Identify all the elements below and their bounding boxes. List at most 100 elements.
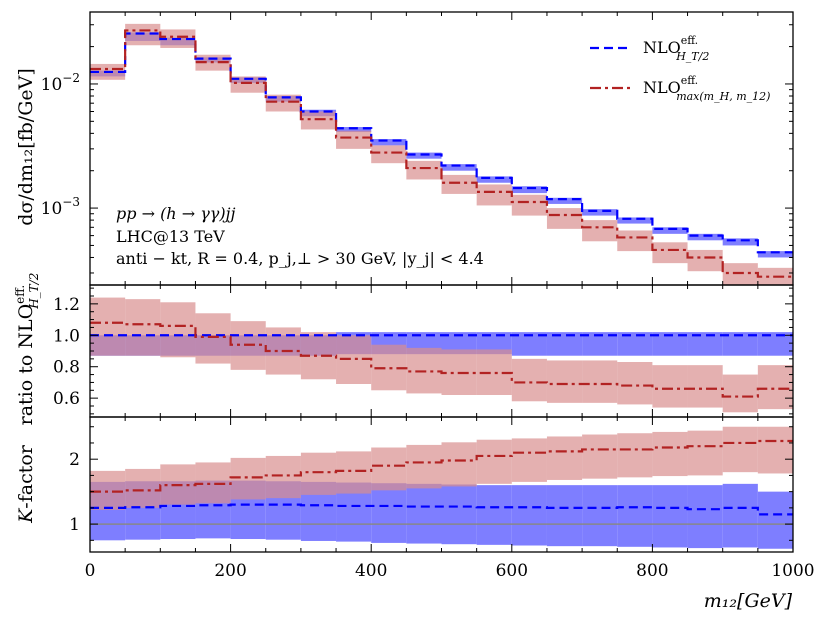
band-distribution-s0-bin17 — [687, 233, 723, 241]
band-kfactor-s1-bin11 — [476, 439, 512, 484]
ytick-label-kfactor-1: 2 — [69, 450, 80, 470]
band-kfactor-s1-bin8 — [371, 447, 407, 491]
band-kfactor-s1-bin13 — [546, 436, 583, 480]
band-distribution-s1-bin7 — [336, 130, 372, 149]
band-ratio-s1-bin17 — [687, 365, 723, 408]
ytick-label-ratio-1: 0.8 — [53, 358, 80, 378]
band-kfactor-s0-bin14 — [582, 485, 618, 547]
band-distribution-s1-bin18 — [722, 263, 758, 285]
band-distribution-s1-bin14 — [582, 220, 618, 242]
band-ratio-s1-bin14 — [582, 360, 618, 403]
ytick-label-ratio-2: 1.0 — [53, 326, 80, 346]
band-distribution-s1-bin16 — [652, 242, 688, 264]
xtick-label-1: 200 — [214, 561, 246, 581]
band-kfactor-s1-bin6 — [300, 452, 337, 495]
band-ratio-s1-bin16 — [652, 365, 688, 408]
band-distribution-s1-bin12 — [511, 194, 547, 216]
band-kfactor-s0-bin12 — [511, 485, 547, 546]
ylabel-kfactor-k: K — [15, 507, 37, 524]
legend-label-htover2-sub: H_T/2 — [675, 50, 709, 63]
band-distribution-s1-bin17 — [687, 249, 723, 272]
ytick-label-distribution-0: 10−2 — [41, 71, 80, 95]
band-distribution-s0-bin13 — [546, 197, 583, 204]
ylabel-ratio: ratio to NLOeff.H_T/2 — [13, 273, 41, 426]
band-ratio-s1-bin13 — [546, 360, 583, 403]
band-distribution-s0-bin19 — [757, 251, 793, 258]
ylabel-ratio-sub: H_T/2 — [27, 273, 41, 310]
ytick-label-distribution-0-base: 10 — [41, 75, 63, 95]
band-kfactor-s1-bin9 — [406, 444, 442, 489]
band-ratio-s1-bin19 — [757, 365, 793, 410]
band-ratio-s0-bin12 — [511, 332, 547, 356]
band-ratio-s1-bin15 — [617, 362, 653, 405]
band-distribution-s0-bin15 — [617, 217, 653, 224]
band-ratio-s0-bin19 — [757, 332, 793, 356]
band-ratio-s0-bin16 — [652, 332, 688, 356]
band-distribution-s0-bin11 — [476, 176, 512, 183]
xtick-label-0: 0 — [85, 561, 96, 581]
band-kfactor-s1-bin0 — [90, 470, 126, 510]
xtick-label-3: 600 — [496, 561, 528, 581]
band-distribution-s1-bin19 — [757, 267, 793, 285]
xtick-label-2: 400 — [355, 561, 387, 581]
legend: NLOeff. H_T/2 NLOeff. max(m_H, m_12) — [590, 34, 770, 103]
band-distribution-s1-bin15 — [617, 230, 653, 252]
band-ratio-s0-bin15 — [617, 332, 653, 356]
band-distribution-s1-bin11 — [476, 184, 512, 206]
legend-label-htover2-sup: eff. — [681, 34, 698, 47]
band-kfactor-s1-bin15 — [617, 433, 653, 478]
band-distribution-s1-bin8 — [371, 145, 407, 164]
band-distribution-s0-bin18 — [722, 238, 758, 246]
ytick-label-distribution-1-base: 10 — [41, 199, 63, 219]
line-ratio-s1 — [90, 321, 793, 398]
band-kfactor-s1-bin16 — [652, 431, 688, 477]
band-kfactor-s0-bin9 — [406, 483, 442, 544]
band-ratio-s0-bin18 — [722, 332, 758, 356]
band-distribution-s0-bin8 — [371, 139, 407, 146]
panel-distribution-plot — [90, 23, 793, 285]
band-kfactor-s1-bin10 — [441, 442, 477, 487]
band-distribution-s0-bin16 — [652, 227, 688, 234]
band-kfactor-s0-bin13 — [546, 485, 583, 547]
ytick-label-ratio-0: 0.6 — [53, 389, 80, 409]
ylabel-distribution: dσ/dm₁₂[fb/GeV] — [15, 68, 37, 226]
band-distribution-s0-bin10 — [441, 164, 477, 171]
band-kfactor-s1-bin12 — [511, 438, 547, 482]
band-kfactor-s1-bin14 — [582, 434, 618, 479]
band-ratio-s0-bin14 — [582, 332, 618, 356]
band-distribution-s1-bin13 — [546, 208, 583, 229]
ylabel-kfactor-rest: -factor — [15, 444, 37, 508]
band-distribution-s1-bin5 — [265, 94, 301, 112]
legend-label-max-sup: eff. — [681, 74, 698, 87]
annotation-cuts: anti − kt, R = 0.4, p_j,⊥ > 30 GeV, |y_j… — [116, 249, 484, 268]
band-distribution-s1-bin6 — [300, 111, 337, 130]
line-distribution-s0 — [90, 32, 793, 254]
band-distribution-s0-bin12 — [511, 186, 547, 194]
band-distribution-s1-bin4 — [230, 76, 266, 93]
band-ratio-s0-bin17 — [687, 332, 723, 356]
band-kfactor-s1-bin5 — [265, 455, 301, 499]
annotation-process: pp → (h → γγ)jj — [116, 204, 236, 223]
legend-label-htover2-main: NLO — [643, 38, 681, 57]
band-kfactor-s0-bin8 — [371, 483, 407, 543]
band-kfactor-s1-bin4 — [230, 457, 266, 500]
band-kfactor-s1-bin1 — [125, 468, 161, 508]
band-distribution-s0-bin7 — [336, 127, 372, 133]
xlabel: m₁₂[GeV] — [704, 590, 793, 612]
band-ratio-s1-bin18 — [722, 374, 758, 413]
xtick-label-4: 800 — [636, 561, 668, 581]
line-kfactor-s0 — [90, 503, 793, 516]
ylabel-ratio-prefix: ratio to NLO — [15, 304, 37, 426]
band-kfactor-s1-bin18 — [722, 426, 758, 473]
ytick-label-ratio-3: 1.2 — [53, 295, 80, 315]
legend-label-max-main: NLO — [643, 78, 681, 97]
band-kfactor-s1-bin19 — [757, 426, 793, 474]
band-distribution-s1-bin10 — [441, 174, 477, 194]
band-ratio-s1-bin2 — [160, 302, 196, 358]
panel-ratio-plot — [90, 297, 793, 413]
band-ratio-s1-bin12 — [511, 358, 547, 402]
legend-label-max: NLOeff. max(m_H, m_12) — [643, 74, 770, 103]
ytick-label-distribution-1-exp: −3 — [62, 195, 80, 209]
